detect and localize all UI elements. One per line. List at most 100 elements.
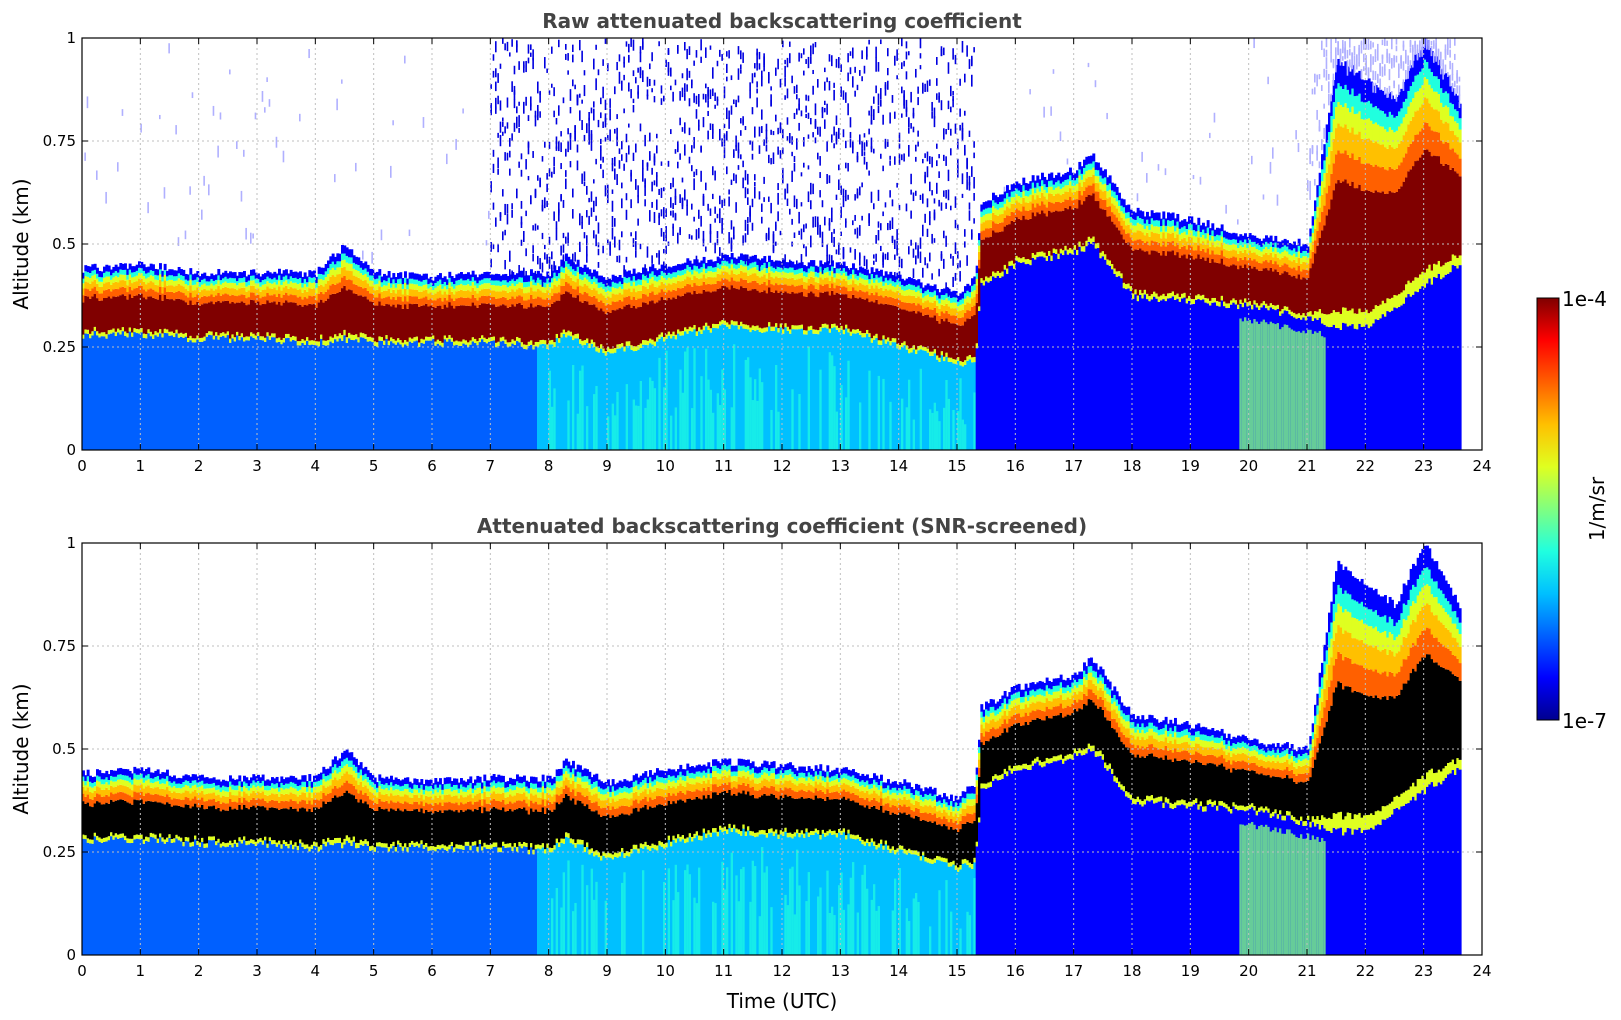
- heat-cell: [702, 195, 705, 206]
- heat-cell: [275, 290, 279, 297]
- heat-cell: [938, 308, 942, 316]
- heat-cell: [490, 297, 494, 305]
- heat-cell: [569, 266, 573, 272]
- heat-cell: [625, 209, 628, 220]
- heat-cell: [882, 211, 884, 217]
- heat-cell: [548, 306, 552, 341]
- heat-cell: [686, 72, 688, 81]
- heat-cell: [420, 342, 424, 450]
- heat-cell: [623, 306, 627, 347]
- heat-cell: [966, 360, 970, 450]
- heat-cell: [103, 332, 106, 337]
- heat-cell: [856, 192, 859, 199]
- heat-cell: [219, 336, 223, 450]
- heat-cell: [607, 239, 609, 246]
- heat-cell: [817, 222, 819, 235]
- heat-cell: [553, 388, 557, 450]
- heat-cell: [392, 279, 396, 285]
- heat-cell: [635, 143, 637, 153]
- heat-cell: [1059, 195, 1063, 203]
- heat-cell: [488, 337, 491, 342]
- heat-cell: [971, 298, 974, 307]
- heat-cell: [359, 260, 363, 268]
- heat-cell: [511, 270, 513, 280]
- heat-cell: [719, 247, 721, 257]
- heat-cell: [490, 336, 494, 341]
- heat-cell: [380, 286, 384, 292]
- heat-cell: [553, 166, 555, 175]
- heat-cell: [217, 275, 221, 281]
- heat-cell: [315, 293, 319, 301]
- heat-cell: [89, 333, 92, 339]
- heat-cell: [418, 346, 421, 450]
- heat-cell: [672, 210, 674, 218]
- heat-cell: [670, 267, 673, 274]
- heat-cell: [499, 275, 503, 282]
- heat-cell: [642, 344, 645, 450]
- heat-cell: [96, 170, 98, 180]
- heat-cell: [1076, 249, 1079, 256]
- heat-cell: [985, 208, 988, 215]
- heat-cell: [744, 170, 747, 181]
- heat-cell: [964, 286, 967, 294]
- heat-cell: [786, 285, 790, 294]
- heat-cell: [947, 321, 951, 358]
- heat-cell: [390, 277, 393, 284]
- heat-cell: [684, 262, 687, 269]
- heat-cell: [320, 291, 323, 300]
- heat-cell: [1022, 257, 1026, 263]
- heat-cell: [184, 336, 188, 450]
- heat-cell: [392, 120, 394, 126]
- heat-cell: [791, 284, 795, 293]
- heat-cell: [705, 262, 708, 269]
- heat-cell: [994, 214, 998, 224]
- heat-cell: [355, 269, 358, 277]
- heat-cell: [740, 270, 743, 279]
- heat-cell: [135, 328, 139, 334]
- heat-cell: [217, 335, 221, 340]
- heat-cell: [882, 304, 886, 336]
- heat-cell: [1108, 189, 1112, 198]
- heat-cell: [677, 270, 680, 276]
- heat-cell: [483, 303, 487, 338]
- heat-cell: [943, 128, 945, 140]
- heat-cell: [203, 283, 207, 289]
- heat-cell: [957, 262, 959, 269]
- heat-cell: [140, 293, 144, 329]
- heat-cell: [1034, 193, 1037, 200]
- heat-cell: [590, 339, 594, 344]
- heat-cell: [520, 169, 523, 177]
- heat-cell: [558, 140, 560, 152]
- heat-cell: [621, 231, 623, 238]
- heat-cell: [492, 304, 496, 337]
- heat-cell: [541, 199, 544, 212]
- heat-cell: [908, 311, 911, 349]
- heat-cell: [861, 298, 865, 334]
- heat-cell: [733, 263, 736, 269]
- heat-cell: [924, 291, 928, 296]
- heat-cell: [238, 282, 242, 289]
- heat-cell: [93, 279, 97, 287]
- heat-cell: [609, 108, 611, 121]
- heat-cell: [352, 293, 356, 336]
- heat-cell: [156, 336, 160, 450]
- heat-cell: [786, 278, 790, 286]
- heat-cell: [140, 332, 144, 450]
- heat-cell: [614, 275, 617, 283]
- heat-cell: [782, 292, 785, 330]
- heat-cell: [868, 302, 872, 334]
- heat-cell: [861, 291, 865, 299]
- heat-cell: [756, 258, 760, 266]
- heat-cell: [196, 294, 200, 302]
- heat-cell: [616, 294, 620, 302]
- heat-cell: [252, 280, 256, 286]
- heat-cell: [870, 191, 873, 203]
- heat-cell: [821, 285, 825, 293]
- heat-cell: [889, 304, 893, 341]
- heat-cell: [590, 284, 594, 290]
- heat-cell: [586, 235, 588, 246]
- heat-cell: [285, 269, 288, 276]
- heat-cell: [889, 278, 893, 284]
- heat-cell: [931, 317, 935, 352]
- heat-cell: [240, 333, 244, 338]
